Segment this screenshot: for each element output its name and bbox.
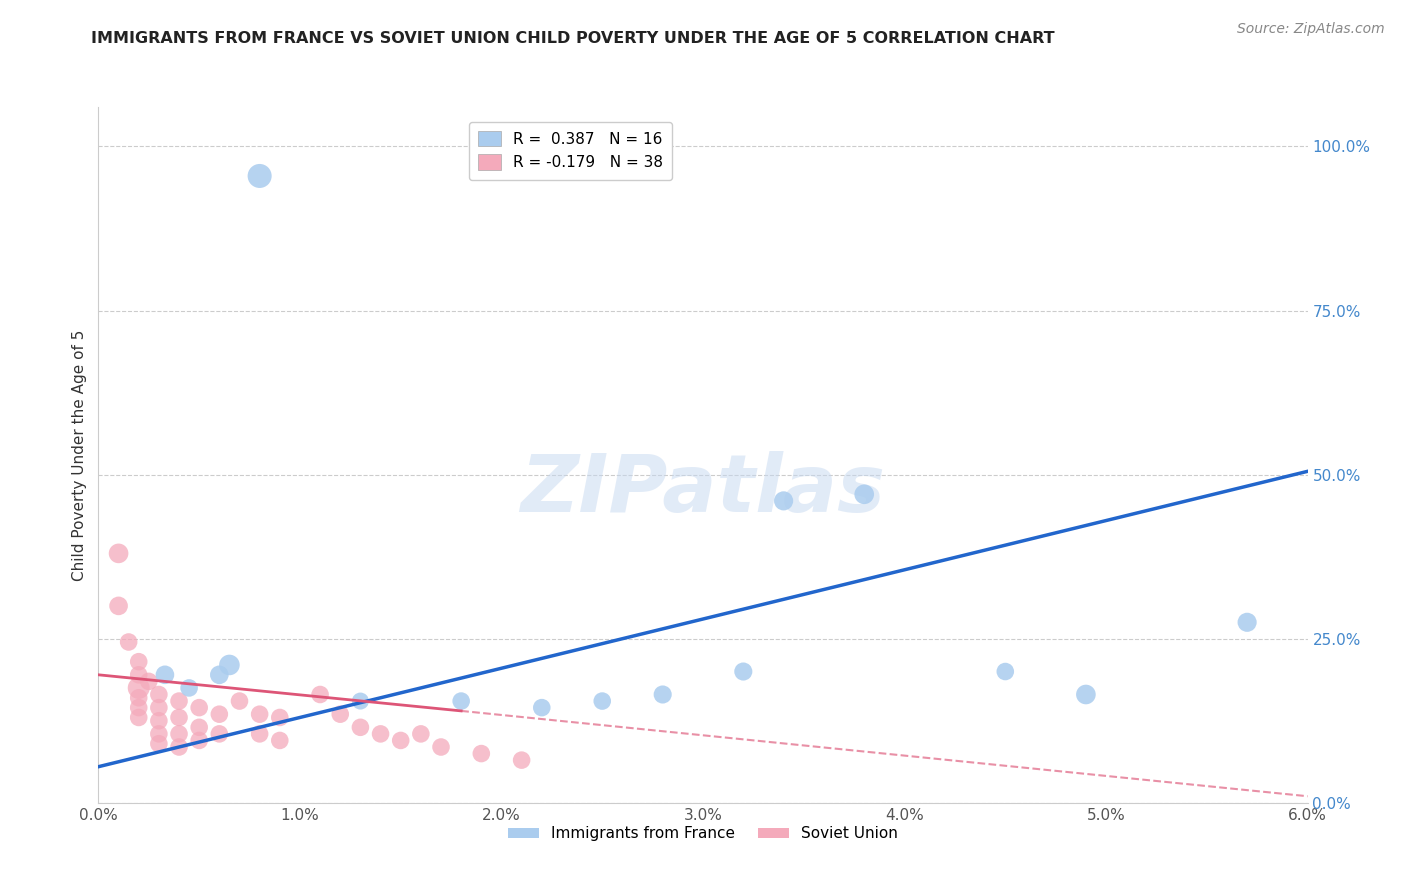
Point <box>188 733 211 747</box>
Point <box>249 707 271 722</box>
Point <box>107 546 129 560</box>
Point <box>1236 615 1258 630</box>
Point <box>651 688 673 702</box>
Point <box>228 694 250 708</box>
Point <box>107 599 129 613</box>
Text: IMMIGRANTS FROM FRANCE VS SOVIET UNION CHILD POVERTY UNDER THE AGE OF 5 CORRELAT: IMMIGRANTS FROM FRANCE VS SOVIET UNION C… <box>91 31 1055 46</box>
Point <box>470 747 492 761</box>
Point <box>208 668 231 682</box>
Legend: Immigrants from France, Soviet Union: Immigrants from France, Soviet Union <box>502 820 904 847</box>
Point <box>530 700 553 714</box>
Point <box>329 707 352 722</box>
Point <box>389 733 412 747</box>
Point <box>218 657 240 672</box>
Point <box>269 710 291 724</box>
Point <box>128 668 150 682</box>
Point <box>994 665 1017 679</box>
Point <box>510 753 533 767</box>
Point <box>269 733 291 747</box>
Point <box>118 635 141 649</box>
Point <box>179 681 201 695</box>
Point <box>167 710 190 724</box>
Text: ZIPatlas: ZIPatlas <box>520 450 886 529</box>
Point <box>853 487 876 501</box>
Point <box>188 720 211 734</box>
Point <box>349 694 371 708</box>
Point <box>128 710 150 724</box>
Point <box>1074 688 1097 702</box>
Point <box>772 494 794 508</box>
Point <box>208 707 231 722</box>
Point <box>167 694 190 708</box>
Point <box>430 739 453 754</box>
Point <box>208 727 231 741</box>
Point <box>128 655 150 669</box>
Point <box>409 727 432 741</box>
Point <box>309 688 332 702</box>
Point <box>128 681 150 695</box>
Point <box>188 700 211 714</box>
Point <box>167 739 190 754</box>
Point <box>591 694 613 708</box>
Text: Source: ZipAtlas.com: Source: ZipAtlas.com <box>1237 22 1385 37</box>
Point <box>733 665 755 679</box>
Point <box>450 694 472 708</box>
Point <box>148 714 170 728</box>
Point <box>148 688 170 702</box>
Point <box>167 727 190 741</box>
Point <box>370 727 392 741</box>
Point <box>128 700 150 714</box>
Point <box>128 690 150 705</box>
Y-axis label: Child Poverty Under the Age of 5: Child Poverty Under the Age of 5 <box>72 329 87 581</box>
Point <box>153 668 176 682</box>
Point <box>148 727 170 741</box>
Point <box>249 727 271 741</box>
Point <box>249 169 271 183</box>
Point <box>148 700 170 714</box>
Point <box>138 674 160 689</box>
Point <box>148 737 170 751</box>
Point <box>349 720 371 734</box>
